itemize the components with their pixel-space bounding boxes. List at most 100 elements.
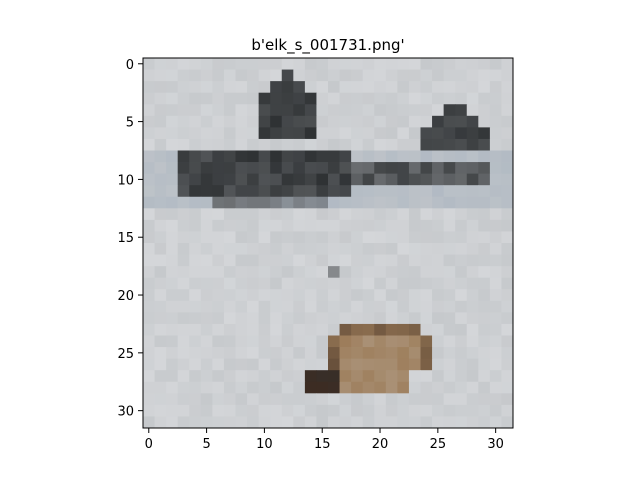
image-pixel bbox=[281, 370, 294, 383]
image-pixel bbox=[189, 127, 202, 140]
image-pixel bbox=[455, 266, 468, 279]
image-pixel bbox=[443, 173, 456, 186]
image-pixel bbox=[328, 416, 340, 429]
image-pixel bbox=[489, 92, 502, 105]
image-pixel bbox=[385, 115, 398, 128]
image-pixel bbox=[374, 266, 387, 279]
image-pixel bbox=[385, 243, 398, 255]
image-pixel bbox=[235, 381, 248, 394]
image-pixel bbox=[189, 347, 202, 360]
image-pixel bbox=[200, 104, 213, 117]
image-pixel bbox=[408, 254, 421, 267]
image-pixel bbox=[432, 266, 445, 279]
x-tick-label: 25 bbox=[430, 437, 447, 452]
image-pixel bbox=[235, 104, 248, 117]
image-pixel bbox=[489, 162, 502, 175]
image-pixel bbox=[443, 115, 456, 128]
image-pixel bbox=[235, 231, 248, 244]
image-pixel bbox=[478, 243, 491, 255]
image-pixel bbox=[455, 208, 468, 221]
image-pixel bbox=[177, 289, 190, 302]
image-pixel bbox=[293, 404, 306, 417]
image-pixel bbox=[489, 277, 502, 290]
image-pixel bbox=[443, 358, 456, 371]
image-pixel bbox=[293, 358, 306, 371]
image-pixel bbox=[304, 162, 317, 175]
image-pixel bbox=[385, 58, 398, 70]
image-pixel bbox=[408, 127, 421, 140]
image-pixel bbox=[177, 208, 190, 221]
image-pixel bbox=[420, 358, 433, 371]
image-pixel bbox=[223, 138, 236, 151]
image-pixel bbox=[443, 347, 456, 360]
image-pixel bbox=[385, 404, 398, 417]
image-pixel bbox=[443, 58, 456, 70]
image-pixel bbox=[200, 81, 213, 94]
image-pixel bbox=[501, 138, 514, 151]
image-pixel bbox=[223, 81, 236, 94]
image-pixel bbox=[328, 92, 340, 105]
image-pixel bbox=[397, 150, 410, 163]
image-pixel bbox=[281, 300, 294, 313]
image-pixel bbox=[455, 81, 468, 94]
image-pixel bbox=[304, 127, 317, 140]
image-pixel bbox=[258, 69, 271, 82]
image-pixel bbox=[154, 196, 167, 209]
image-pixel bbox=[143, 150, 155, 163]
image-pixel bbox=[316, 300, 329, 313]
image-pixel bbox=[143, 416, 155, 429]
image-pixel bbox=[374, 173, 387, 186]
image-pixel bbox=[212, 358, 225, 371]
image-pixel bbox=[189, 254, 202, 267]
image-pixel bbox=[362, 138, 375, 151]
image-pixel bbox=[304, 243, 317, 255]
image-pixel bbox=[143, 173, 155, 186]
image-pixel bbox=[501, 416, 514, 429]
image-pixel bbox=[247, 254, 260, 267]
image-pixel bbox=[478, 416, 491, 429]
image-pixel bbox=[328, 173, 340, 186]
image-pixel bbox=[328, 254, 340, 267]
image-pixel bbox=[235, 127, 248, 140]
image-pixel bbox=[489, 358, 502, 371]
image-pixel bbox=[489, 69, 502, 82]
image-pixel bbox=[478, 127, 491, 140]
image-pixel bbox=[489, 404, 502, 417]
image-pixel bbox=[362, 370, 375, 383]
image-pixel bbox=[212, 92, 225, 105]
image-pixel bbox=[374, 289, 387, 302]
image-pixel bbox=[339, 381, 352, 394]
image-pixel bbox=[374, 127, 387, 140]
image-pixel bbox=[200, 266, 213, 279]
image-pixel bbox=[235, 404, 248, 417]
image-pixel bbox=[466, 81, 479, 94]
image-pixel bbox=[235, 150, 248, 163]
image-pixel bbox=[189, 138, 202, 151]
image-pixel bbox=[489, 335, 502, 348]
image-pixel bbox=[247, 219, 260, 232]
image-pixel bbox=[432, 335, 445, 348]
image-pixel bbox=[408, 323, 421, 336]
image-pixel bbox=[478, 254, 491, 267]
image-pixel bbox=[501, 393, 514, 406]
image-pixel bbox=[270, 115, 283, 128]
image-pixel bbox=[489, 312, 502, 325]
image-pixel bbox=[316, 358, 329, 371]
image-pixel bbox=[385, 416, 398, 429]
image-pixel bbox=[397, 323, 410, 336]
image-pixel bbox=[351, 185, 364, 198]
image-pixel bbox=[466, 92, 479, 105]
image-pixel bbox=[374, 208, 387, 221]
image-pixel bbox=[304, 335, 317, 348]
image-pixel bbox=[455, 358, 468, 371]
image-pixel bbox=[177, 104, 190, 117]
image-pixel bbox=[316, 323, 329, 336]
image-pixel bbox=[328, 312, 340, 325]
image-pixel bbox=[501, 150, 514, 163]
image-pixel bbox=[316, 185, 329, 198]
image-pixel bbox=[212, 416, 225, 429]
image-pixel bbox=[432, 289, 445, 302]
image-pixel bbox=[489, 115, 502, 128]
image-pixel bbox=[258, 115, 271, 128]
image-pixel bbox=[212, 347, 225, 360]
